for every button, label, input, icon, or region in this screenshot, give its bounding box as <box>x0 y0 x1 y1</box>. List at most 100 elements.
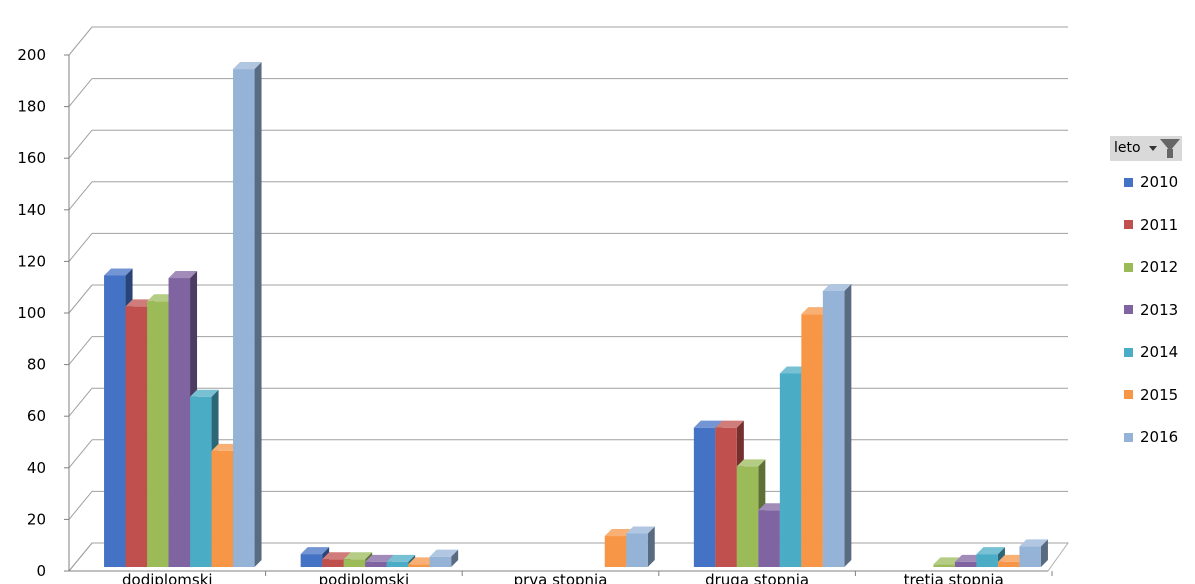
bar-front <box>954 561 977 567</box>
bar-top <box>693 420 723 428</box>
legend-items: 2010 2011 2012 2013 2014 2015 2016 <box>1110 161 1190 459</box>
bar-top <box>104 268 133 276</box>
y-tick-label: 60 <box>27 407 46 425</box>
bar-top <box>125 299 155 307</box>
bar <box>233 62 262 568</box>
x-axis: dodiplomski podiplomski prva stopnja druga … <box>69 570 1053 584</box>
bar <box>429 549 459 567</box>
legend-swatch <box>1124 262 1133 272</box>
y-tick-label: 200 <box>17 46 46 64</box>
gridline-side <box>68 491 93 520</box>
bar-top <box>604 529 634 537</box>
legend-swatch <box>1124 220 1133 230</box>
x-tick-label: druga stopnja <box>705 571 809 584</box>
gridline-side <box>68 78 93 107</box>
y-tick-label: 180 <box>17 98 46 116</box>
bar-front <box>822 290 845 567</box>
legend-label: 2013 <box>1140 300 1179 319</box>
bar-top <box>736 459 766 467</box>
legend-item: 2016 <box>1110 416 1190 459</box>
bar-top <box>322 552 351 560</box>
bar-front <box>715 427 737 567</box>
gridline-side <box>68 439 93 469</box>
x-tick-label: podiplomski <box>319 571 410 584</box>
bar-top <box>822 283 852 291</box>
bar-front <box>736 466 759 567</box>
bar-top <box>715 420 744 428</box>
bar-side <box>647 526 655 567</box>
bar-top <box>300 547 330 555</box>
y-tick-label: 0 <box>36 562 46 580</box>
bar-front <box>365 561 387 567</box>
bar-top <box>779 366 809 374</box>
legend-label: 2014 <box>1140 343 1179 362</box>
bar-top <box>997 554 1027 562</box>
bar-top <box>386 554 416 562</box>
bar-front <box>626 533 648 567</box>
legend-item: 2010 <box>1110 161 1190 204</box>
legend-label: 2012 <box>1140 258 1179 277</box>
filter-funnel-icon[interactable] <box>1160 139 1180 151</box>
bar-front <box>343 559 366 567</box>
bar-front <box>976 554 998 567</box>
bar-top <box>933 557 962 565</box>
bar-top <box>408 557 437 565</box>
bars <box>104 62 1048 568</box>
bar-top <box>168 271 198 279</box>
gridline-side <box>68 26 93 56</box>
bar-side <box>451 549 459 567</box>
dropdown-arrow-icon[interactable] <box>1149 146 1157 151</box>
bar-front <box>429 556 452 567</box>
legend-label: 2015 <box>1140 385 1179 404</box>
gridline-side <box>68 336 93 365</box>
legend-swatch <box>1124 390 1133 400</box>
bar-top <box>954 554 984 562</box>
bar-front <box>386 561 409 567</box>
bar-front <box>693 427 716 567</box>
legend-swatch <box>1124 305 1133 315</box>
bar-front <box>233 69 255 567</box>
bar <box>1019 539 1048 567</box>
x-tick-label: dodiplomski <box>122 571 213 584</box>
y-tick-label: 40 <box>27 459 46 477</box>
legend-label: 2016 <box>1140 428 1179 447</box>
legend-title: leto <box>1114 140 1141 156</box>
bar-front <box>408 564 430 567</box>
legend-filter-header[interactable]: leto <box>1110 136 1182 161</box>
gridline-side <box>68 284 93 314</box>
gridline-side <box>68 129 93 159</box>
bar-front <box>300 554 323 567</box>
bar-top <box>976 547 1005 555</box>
bar-front <box>147 301 169 567</box>
legend-label: 2011 <box>1140 215 1179 234</box>
bar-side <box>844 283 852 567</box>
gridline-side <box>68 233 93 262</box>
bar-front <box>322 559 344 567</box>
legend-swatch <box>1124 177 1133 187</box>
x-tick-label: tretja stopnja <box>904 571 1004 584</box>
legend-item: 2011 <box>1110 204 1190 247</box>
legend-swatch <box>1124 432 1133 442</box>
bar-top <box>626 526 655 534</box>
y-tick-label: 20 <box>27 510 46 528</box>
bar-top <box>365 554 394 562</box>
bar-front <box>104 275 126 567</box>
bar-front <box>190 396 212 567</box>
gridline-side <box>68 387 93 417</box>
x-tick-label: prva stopnja <box>514 571 608 584</box>
bar-top <box>233 62 262 70</box>
y-tick-label: 140 <box>17 201 46 219</box>
y-axis: 0 20 40 60 80 100 120 140 160 180 200 <box>17 46 70 580</box>
legend-swatch <box>1124 347 1133 357</box>
bar-top <box>758 503 787 511</box>
bar <box>822 283 852 567</box>
bar-front <box>1019 546 1041 567</box>
bar <box>626 526 655 567</box>
legend-item: 2015 <box>1110 374 1190 417</box>
bar-top <box>343 552 373 560</box>
legend-item: 2012 <box>1110 246 1190 289</box>
bar-top <box>801 307 830 315</box>
bar-front <box>758 510 780 567</box>
filter-funnel-stem <box>1167 149 1173 158</box>
